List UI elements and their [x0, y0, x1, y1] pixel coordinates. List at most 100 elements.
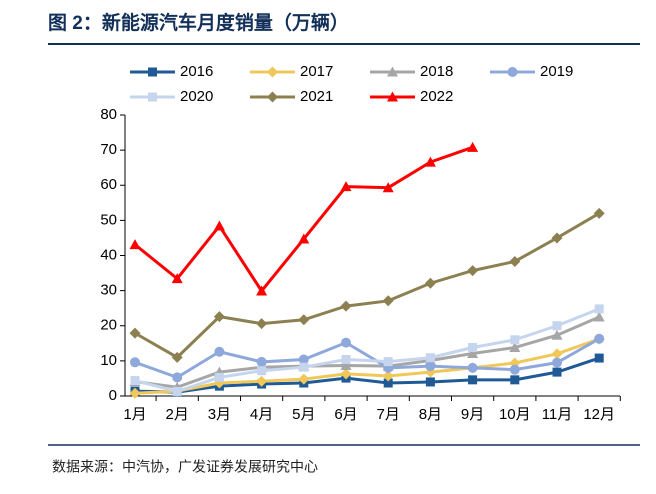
x-tick-label: 10月	[499, 406, 531, 423]
data-point	[340, 300, 352, 312]
data-point	[382, 182, 394, 193]
series-line	[134, 315, 600, 389]
data-point	[129, 327, 141, 339]
data-point	[594, 333, 605, 344]
data-point	[257, 366, 267, 376]
data-point	[383, 378, 393, 388]
y-tick-label: 70	[100, 141, 117, 158]
legend-label: 2016	[180, 63, 213, 80]
data-point	[424, 156, 436, 167]
x-tick-label: 3月	[208, 406, 231, 423]
data-point	[510, 375, 520, 385]
data-point	[551, 232, 563, 244]
x-tick-label: 6月	[334, 406, 357, 423]
data-point	[130, 357, 140, 368]
data-point	[425, 353, 435, 363]
legend-marker	[507, 67, 518, 77]
data-point	[467, 347, 479, 358]
y-tick-label: 30	[100, 282, 117, 299]
data-point	[510, 335, 520, 345]
data-point	[382, 295, 394, 307]
legend-label: 2017	[300, 63, 333, 80]
series-line	[134, 356, 600, 394]
data-point	[593, 311, 605, 322]
data-point	[594, 304, 604, 314]
data-point	[129, 387, 141, 399]
x-tick-label: 12月	[583, 406, 615, 423]
x-tick-label: 8月	[419, 406, 442, 423]
data-point	[340, 368, 352, 380]
x-tick-label: 7月	[377, 406, 400, 423]
data-point	[383, 357, 393, 367]
data-point	[340, 181, 352, 192]
data-point	[172, 372, 183, 383]
x-tick-label: 5月	[292, 406, 315, 423]
data-point	[509, 255, 521, 267]
data-point	[130, 376, 140, 386]
legend-label: 2018	[420, 63, 453, 80]
data-point	[594, 353, 604, 363]
data-point	[467, 141, 479, 152]
data-point	[298, 314, 310, 326]
data-point	[551, 329, 563, 340]
x-tick-label: 1月	[123, 406, 146, 423]
x-tick-label: 9月	[461, 406, 484, 423]
legend-label: 2020	[180, 88, 213, 105]
y-tick-label: 10	[100, 352, 117, 369]
y-tick-label: 60	[100, 176, 117, 193]
series-line	[134, 337, 600, 380]
data-point	[171, 273, 183, 284]
x-tick-label: 2月	[166, 406, 189, 423]
data-point	[171, 351, 183, 363]
data-point	[509, 364, 520, 375]
data-point	[298, 354, 309, 365]
data-point	[214, 372, 224, 382]
data-point	[340, 359, 352, 370]
data-point	[593, 207, 605, 219]
data-point	[425, 377, 435, 387]
data-point	[552, 367, 562, 377]
data-point	[298, 233, 310, 244]
data-point	[552, 321, 562, 331]
data-point	[256, 375, 268, 387]
data-point	[298, 373, 310, 385]
data-point	[299, 362, 309, 372]
data-point	[424, 277, 436, 289]
series-line	[134, 307, 600, 393]
data-point	[214, 346, 225, 357]
legend-marker	[387, 91, 398, 102]
data-point	[425, 361, 436, 372]
series-line	[134, 337, 600, 395]
data-point	[551, 348, 563, 360]
data-point	[172, 386, 182, 396]
data-point	[256, 285, 268, 296]
legend-label: 2022	[420, 88, 453, 105]
y-tick-label: 20	[100, 317, 117, 334]
legend-marker	[267, 91, 278, 103]
x-tick-label: 11月	[542, 406, 573, 423]
legend-marker	[267, 66, 278, 78]
data-point	[509, 342, 521, 353]
data-point	[468, 375, 478, 385]
data-point	[256, 318, 268, 330]
y-tick-label: 40	[100, 246, 117, 263]
data-point	[213, 220, 225, 231]
legend-marker	[148, 67, 157, 77]
data-point	[341, 354, 351, 364]
legend-marker	[148, 92, 157, 102]
data-point	[552, 357, 562, 368]
legend-label: 2021	[300, 88, 333, 105]
data-point	[467, 265, 479, 277]
data-point	[213, 311, 225, 323]
data-point	[341, 337, 351, 348]
data-point	[129, 239, 141, 250]
data-point	[468, 343, 478, 353]
data-point	[382, 370, 394, 382]
x-tick-label: 4月	[250, 406, 273, 423]
y-tick-label: 50	[100, 211, 117, 228]
series-line	[134, 212, 600, 360]
data-point	[256, 356, 267, 367]
series-line	[134, 145, 474, 294]
data-point	[467, 362, 478, 373]
